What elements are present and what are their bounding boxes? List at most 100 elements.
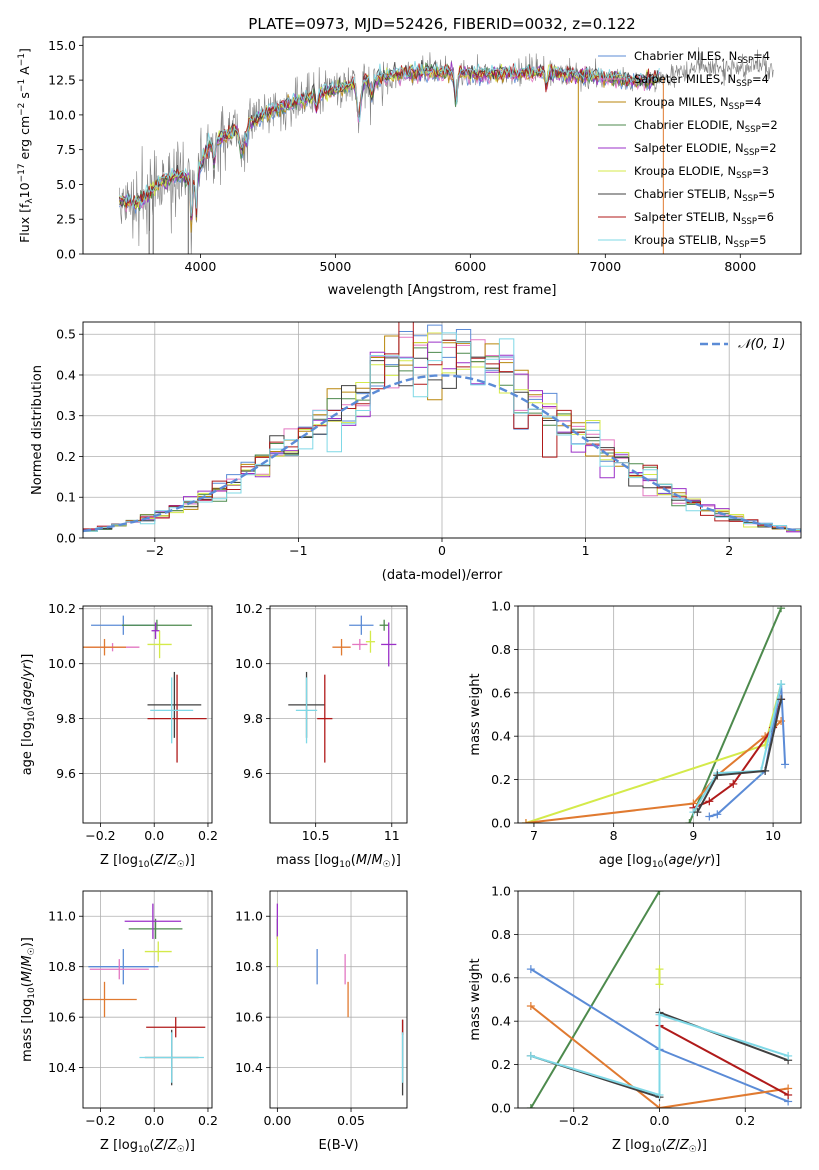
y-tick-label: 0.2	[491, 1057, 511, 1072]
y-tick-label: 0.4	[56, 367, 76, 382]
y-tick-label: 0.0	[491, 816, 511, 831]
weight-line-0	[688, 607, 783, 823]
weight-line-2	[530, 1005, 789, 1108]
x-tick-label: 5000	[319, 259, 351, 274]
x-tick-label: 0.2	[735, 1113, 755, 1128]
y-tick-label: 2.5	[56, 212, 76, 227]
x-tick-label: 9	[689, 828, 697, 843]
x-tick-label: 6000	[454, 259, 486, 274]
spectrum-title: PLATE=0973, MJD=52426, FIBERID=0032, z=0…	[248, 15, 635, 33]
y-tick-label: 0.2	[56, 449, 76, 464]
legend-label: Chabrier ELODIE, NSSP=2	[634, 118, 778, 135]
y-tick-label: 0.6	[491, 685, 511, 700]
spectrum-axes: 4000 5000 6000 7000 8000 0.0 2.5 5.0 7.5 10.0 12.5…	[48, 38, 756, 274]
y-tick-label: 0.0	[491, 1101, 511, 1116]
y-tick-label: 10.8	[48, 959, 76, 974]
weight-vs-z-axes: −0.2 0.0 0.2 0.0 0.2 0.4 0.6 0.8 1.0	[491, 884, 801, 1128]
gaussian-curve	[83, 374, 801, 533]
spectrum-ylabel: Flux [fλ10−17 erg cm−2 s−1 A−1]	[17, 48, 35, 243]
residuals-axes: −2 −1 0 1 2 0.0 0.1 0.2 0.3 0.4 0.5	[56, 322, 801, 558]
weight-line-5	[692, 683, 783, 813]
x-tick-label: −1	[289, 543, 307, 558]
x-tick-label: 0.0	[144, 1113, 164, 1128]
age-vs-mass-frame	[269, 605, 408, 824]
mass-vs-z-xlabel: Z [log10(Z/Z☉)]	[100, 1138, 195, 1155]
weight-line-6	[696, 699, 783, 813]
y-tick-label: 0.0	[56, 531, 76, 546]
gaussian-legend-label: 𝒩(0, 1)	[738, 337, 785, 352]
x-tick-label: 0	[438, 543, 446, 558]
y-tick-label: 0.4	[491, 729, 511, 744]
weight-line-3	[659, 1024, 789, 1096]
y-tick-label: 10.8	[235, 959, 263, 974]
weight-vs-z-ylabel: mass weight	[468, 958, 483, 1040]
legend-label: Salpeter STELIB, NSSP=6	[634, 210, 774, 227]
y-tick-label: 10.4	[48, 1060, 76, 1075]
age-vs-z-ylabel: age [log10(age/yr)]	[20, 654, 37, 776]
spectrum-plot-area	[118, 47, 774, 254]
residual-xlabel: (data-model)/error	[382, 568, 503, 583]
x-tick-label: 8	[610, 828, 618, 843]
y-tick-label: 0.8	[491, 927, 511, 942]
y-tick-label: 10.0	[235, 656, 263, 671]
y-tick-label: 10.2	[235, 601, 263, 616]
y-tick-label: 9.6	[56, 766, 76, 781]
mass-vs-z-axes: −0.2 0.0 0.2 10.4 10.6 10.8 11.0	[48, 891, 218, 1128]
y-tick-label: 10.0	[48, 107, 76, 122]
x-tick-label: −0.2	[85, 1113, 115, 1128]
mass-vs-ebv-plot-area	[276, 903, 404, 1096]
mass-vs-ebv-axes: 0.00 0.05 10.4 10.6 10.8 11.0	[235, 891, 407, 1128]
legend-label: Kroupa MILES, NSSP=4	[634, 95, 761, 112]
age-vs-z-frame	[82, 605, 213, 824]
weight-vs-age-ylabel: mass weight	[468, 673, 483, 755]
x-tick-label: 0.00	[263, 1113, 291, 1128]
y-tick-label: 0.4	[491, 1014, 511, 1029]
x-tick-label: 10.5	[302, 828, 330, 843]
y-tick-label: 10.0	[48, 656, 76, 671]
y-tick-label: 15.0	[48, 38, 76, 53]
residuals-frame	[82, 321, 802, 539]
weight-vs-age-frame	[517, 605, 802, 824]
weight-vs-age-xlabel: age [log10(age/yr)]	[599, 853, 721, 870]
mass-vs-ebv-xlabel: E(B-V)	[318, 1138, 358, 1153]
mass-vs-z-frame	[82, 890, 213, 1109]
y-tick-label: 9.8	[243, 711, 263, 726]
age-vs-mass-plot-area	[288, 615, 397, 763]
y-tick-label: 0.5	[56, 327, 76, 342]
y-tick-label: 5.0	[56, 177, 76, 192]
y-tick-label: 9.8	[56, 711, 76, 726]
x-tick-label: 0.2	[198, 828, 218, 843]
legend-label: Chabrier MILES, NSSP=4	[634, 49, 770, 66]
y-tick-label: 0.1	[56, 490, 76, 505]
y-tick-label: 9.6	[243, 766, 263, 781]
y-tick-label: 10.4	[235, 1060, 263, 1075]
model-line-8	[119, 61, 660, 216]
y-tick-label: 10.6	[48, 1010, 76, 1025]
y-tick-label: 7.5	[56, 142, 76, 157]
y-tick-label: 1.0	[491, 599, 511, 614]
x-tick-label: −0.2	[85, 828, 115, 843]
x-tick-label: 10	[765, 828, 781, 843]
x-tick-label: −0.2	[559, 1113, 589, 1128]
weight-vs-z-xlabel: Z [log10(Z/Z☉)]	[612, 1138, 707, 1155]
y-tick-label: 10.2	[48, 601, 76, 616]
legend-label: Salpeter MILES, NSSP=4	[634, 72, 769, 89]
y-tick-label: 11.0	[235, 909, 263, 924]
spectrum-xlabel: wavelength [Angstrom, rest frame]	[328, 283, 557, 298]
legend-label: Kroupa ELODIE, NSSP=3	[634, 164, 769, 181]
y-tick-label: 0.3	[56, 408, 76, 423]
x-tick-label: 11	[384, 828, 400, 843]
residual-ylabel: Normed distribution	[30, 365, 45, 495]
x-tick-label: 0.0	[144, 828, 164, 843]
y-tick-label: 0.2	[491, 772, 511, 787]
weight-vs-age-axes: 7 8 9 10 0.0 0.2 0.4 0.6 0.8 1.0	[491, 599, 801, 843]
mass-vs-z-plot-area	[83, 903, 206, 1086]
weight-vs-z-frame	[517, 890, 802, 1109]
age-vs-z-plot-area	[83, 615, 207, 763]
x-tick-label: 7	[530, 828, 538, 843]
y-tick-label: 1.0	[491, 884, 511, 899]
histogram-8	[83, 332, 801, 533]
y-tick-label: 12.5	[48, 73, 76, 88]
x-tick-label: 1	[582, 543, 590, 558]
weight-line-0	[530, 891, 661, 1108]
